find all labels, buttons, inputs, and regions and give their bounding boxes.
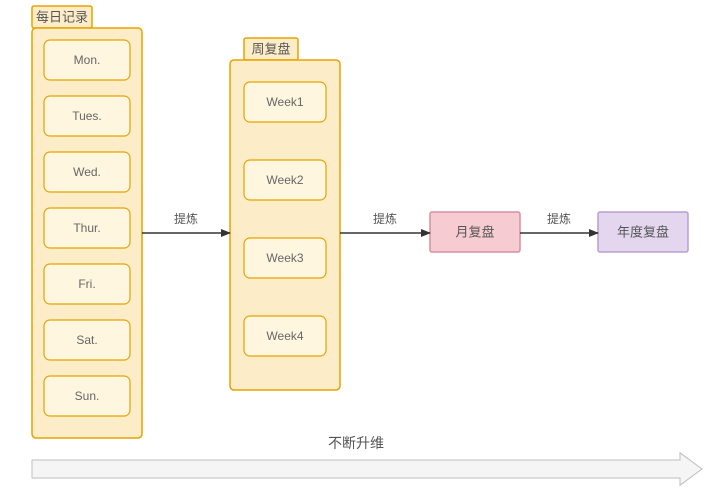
weekly-item-label: Week1 <box>266 95 303 109</box>
monthly-label: 月复盘 <box>455 225 494 240</box>
daily-item-label: Mon. <box>74 53 101 67</box>
weekly-item-label: Week2 <box>266 173 303 187</box>
daily-item-label: Fri. <box>78 277 95 291</box>
daily-item-label: Sat. <box>76 333 97 347</box>
daily-item-label: Wed. <box>73 165 101 179</box>
edge-label: 提炼 <box>547 211 571 226</box>
upgrade-arrow <box>32 453 702 485</box>
weekly-header-label: 周复盘 <box>251 42 290 57</box>
diagram-canvas: 每日记录 Mon. Tues. Wed. Thur. Fri. Sat. Sun. 周复盘 Wee… <box>0 0 720 502</box>
weekly-item-label: Week4 <box>266 329 303 343</box>
daily-item-label: Tues. <box>72 109 102 123</box>
edge-label: 提炼 <box>174 211 198 226</box>
daily-header-label: 每日记录 <box>36 10 88 25</box>
yearly-label: 年度复盘 <box>617 225 669 240</box>
daily-item-label: Thur. <box>73 221 100 235</box>
weekly-item-label: Week3 <box>266 251 303 265</box>
edge-label: 提炼 <box>373 211 397 226</box>
upgrade-arrow-label: 不断升维 <box>328 435 384 451</box>
daily-item-label: Sun. <box>75 389 100 403</box>
